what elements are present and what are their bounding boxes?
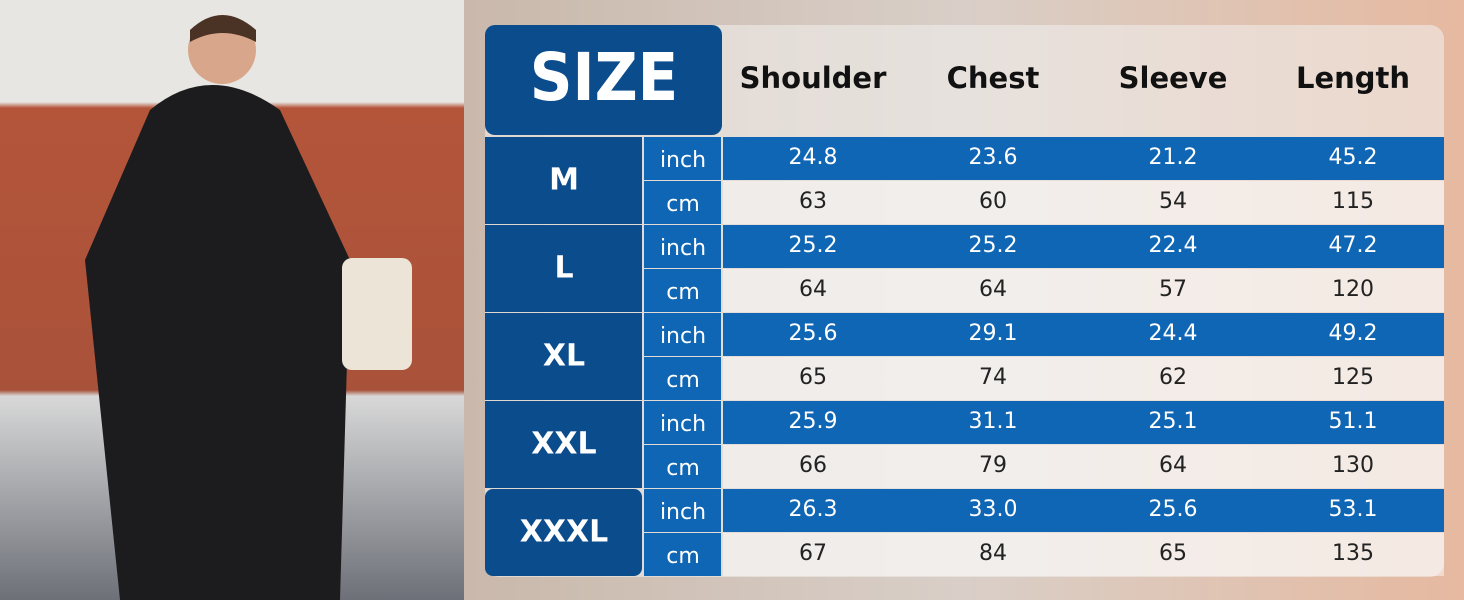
cm-row bbox=[723, 445, 1444, 488]
column-header: Sleeve bbox=[1119, 61, 1228, 95]
unit-label: cm bbox=[666, 368, 700, 393]
value: 130 bbox=[1332, 453, 1374, 478]
size-cell bbox=[485, 137, 642, 224]
size-label: XXL bbox=[531, 427, 596, 462]
unit-label: cm bbox=[666, 544, 700, 569]
value: 33.0 bbox=[969, 497, 1018, 522]
size-label: M bbox=[549, 163, 579, 198]
unit-cell bbox=[644, 489, 721, 532]
value: 125 bbox=[1332, 365, 1374, 390]
value: 60 bbox=[979, 189, 1007, 214]
inch-row bbox=[723, 225, 1444, 268]
size-label: XXXL bbox=[520, 515, 609, 550]
value: 25.2 bbox=[969, 233, 1018, 258]
unit-label: inch bbox=[660, 412, 706, 437]
size-cell bbox=[485, 401, 642, 488]
column-header: Shoulder bbox=[740, 61, 887, 95]
value: 53.1 bbox=[1329, 497, 1378, 522]
value: 120 bbox=[1332, 277, 1374, 302]
unit-cell bbox=[644, 225, 721, 268]
value: 57 bbox=[1159, 277, 1187, 302]
size-cell bbox=[485, 313, 642, 400]
robe bbox=[85, 85, 350, 600]
value: 29.1 bbox=[969, 321, 1018, 346]
value: 25.1 bbox=[1149, 409, 1198, 434]
value: 31.1 bbox=[969, 409, 1018, 434]
value: 26.3 bbox=[789, 497, 838, 522]
coffee-machine bbox=[342, 258, 412, 370]
value: 25.6 bbox=[1149, 497, 1198, 522]
cm-row bbox=[723, 357, 1444, 400]
value: 62 bbox=[1159, 365, 1187, 390]
value: 64 bbox=[799, 277, 827, 302]
unit-label: inch bbox=[660, 148, 706, 173]
value: 22.4 bbox=[1149, 233, 1198, 258]
value: 21.2 bbox=[1149, 145, 1198, 170]
column-header: Length bbox=[1296, 61, 1410, 95]
unit-cell bbox=[644, 137, 721, 180]
hair bbox=[190, 15, 256, 42]
title-cell bbox=[485, 25, 722, 135]
unit-cell bbox=[644, 357, 721, 400]
value: 47.2 bbox=[1329, 233, 1378, 258]
value: 63 bbox=[799, 189, 827, 214]
inch-row bbox=[723, 313, 1444, 356]
title: SIZE bbox=[530, 39, 678, 116]
value: 54 bbox=[1159, 189, 1187, 214]
value: 25.9 bbox=[789, 409, 838, 434]
value: 135 bbox=[1332, 541, 1374, 566]
value: 79 bbox=[979, 453, 1007, 478]
size-cell bbox=[485, 225, 642, 312]
value: 74 bbox=[979, 365, 1007, 390]
value: 25.6 bbox=[789, 321, 838, 346]
value: 65 bbox=[799, 365, 827, 390]
value: 67 bbox=[799, 541, 827, 566]
value: 49.2 bbox=[1329, 321, 1378, 346]
value: 45.2 bbox=[1329, 145, 1378, 170]
cm-row bbox=[723, 269, 1444, 312]
value: 24.4 bbox=[1149, 321, 1198, 346]
value: 64 bbox=[979, 277, 1007, 302]
cm-row bbox=[723, 181, 1444, 224]
value: 24.8 bbox=[789, 145, 838, 170]
unit-cell bbox=[644, 401, 721, 444]
unit-label: cm bbox=[666, 280, 700, 305]
value: 51.1 bbox=[1329, 409, 1378, 434]
value: 115 bbox=[1332, 189, 1374, 214]
unit-cell bbox=[644, 269, 721, 312]
value: 23.6 bbox=[969, 145, 1018, 170]
unit-label: inch bbox=[660, 236, 706, 261]
unit-label: cm bbox=[666, 192, 700, 217]
cm-row bbox=[723, 533, 1444, 576]
inch-row bbox=[723, 137, 1444, 180]
value: 65 bbox=[1159, 541, 1187, 566]
size-label: L bbox=[554, 251, 573, 286]
unit-label: cm bbox=[666, 456, 700, 481]
value: 64 bbox=[1159, 453, 1187, 478]
size-label: XL bbox=[543, 339, 585, 374]
size-cell bbox=[485, 489, 642, 576]
unit-cell bbox=[644, 445, 721, 488]
unit-label: inch bbox=[660, 500, 706, 525]
value: 84 bbox=[979, 541, 1007, 566]
unit-cell bbox=[644, 533, 721, 576]
unit-cell bbox=[644, 181, 721, 224]
inch-row bbox=[723, 489, 1444, 532]
value: 25.2 bbox=[789, 233, 838, 258]
inch-row bbox=[723, 401, 1444, 444]
unit-label: inch bbox=[660, 324, 706, 349]
column-header: Chest bbox=[947, 61, 1040, 95]
value: 66 bbox=[799, 453, 827, 478]
unit-cell bbox=[644, 313, 721, 356]
